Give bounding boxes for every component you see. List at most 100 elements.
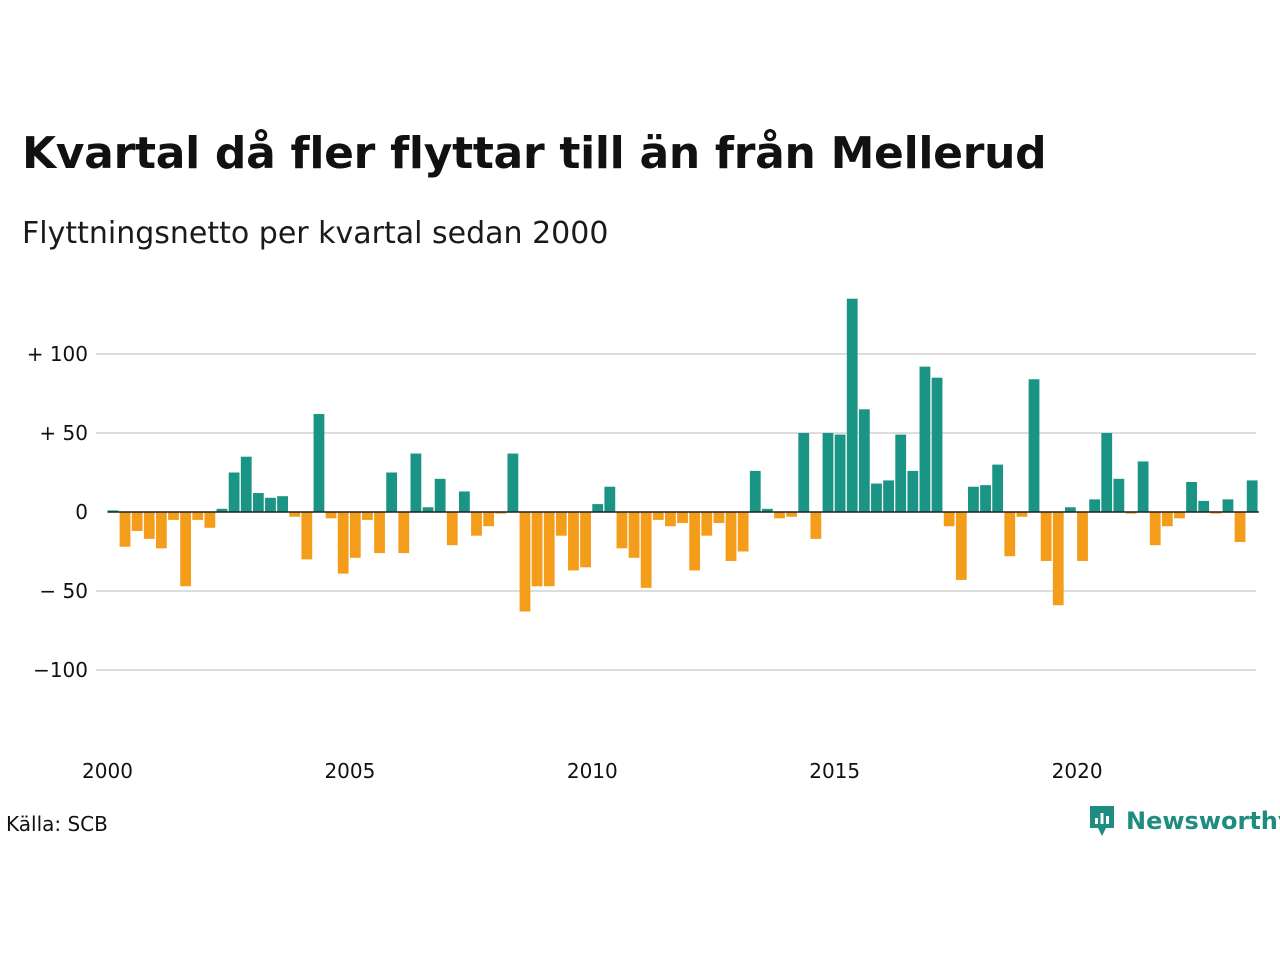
- bar: [543, 512, 555, 587]
- bar: [592, 504, 604, 512]
- bar: [192, 512, 204, 520]
- bar: [1077, 512, 1088, 561]
- bar: [531, 512, 543, 587]
- bar: [507, 453, 519, 512]
- bar: [265, 497, 276, 512]
- y-tick-label: + 50: [39, 421, 88, 445]
- bar: [943, 512, 955, 527]
- bar: [131, 512, 143, 531]
- source-note: Källa: SCB: [6, 812, 108, 836]
- bar: [665, 512, 676, 527]
- bar: [107, 510, 119, 512]
- bar: [1101, 433, 1113, 512]
- bar: [119, 512, 131, 547]
- bar: [458, 491, 470, 512]
- bar: [628, 512, 640, 558]
- bar: [204, 512, 216, 528]
- bar: [1113, 478, 1125, 512]
- bar: [1174, 512, 1185, 519]
- bar: [774, 512, 785, 519]
- bar: [471, 512, 482, 536]
- bar: [798, 433, 810, 512]
- bar: [1004, 512, 1016, 557]
- bar: [289, 512, 301, 517]
- bar: [277, 496, 288, 512]
- bar: [240, 456, 252, 512]
- bar: [422, 507, 434, 512]
- bar: [519, 512, 531, 612]
- bar: [1137, 461, 1149, 512]
- bar: [1064, 507, 1076, 512]
- bar: [434, 478, 446, 512]
- bar: [955, 512, 967, 580]
- bar: [410, 453, 422, 512]
- y-axis-labels: + 100 + 50 0 − 50 −100: [27, 342, 88, 682]
- bar: [1125, 512, 1137, 514]
- x-tick-label: 2020: [1052, 759, 1103, 783]
- bar: [143, 512, 155, 539]
- bar: [822, 433, 834, 512]
- bar: [228, 472, 240, 512]
- bar: [555, 512, 567, 536]
- bar: [483, 512, 495, 527]
- bar: [689, 512, 701, 571]
- bar: [398, 512, 410, 554]
- bar: [1161, 512, 1173, 527]
- bar: [810, 512, 822, 539]
- x-tick-label: 2015: [809, 759, 860, 783]
- bar: [362, 512, 373, 520]
- bar: [652, 512, 664, 520]
- x-tick-label: 2010: [567, 759, 618, 783]
- x-axis-labels: 2000 2005 2010 2015 2020: [82, 759, 1103, 783]
- bar: [895, 434, 907, 512]
- bar: [1016, 512, 1028, 517]
- bar: [1040, 512, 1052, 561]
- bar: [1234, 512, 1246, 543]
- bar: [1186, 481, 1197, 512]
- bar-chart: + 100 + 50 0 − 50 −100 2000 2005 2010 2015 2020: [27, 298, 1259, 783]
- bar: [568, 512, 579, 571]
- bar: [968, 486, 979, 512]
- y-tick-label: + 100: [27, 342, 88, 366]
- bar: [1089, 499, 1101, 512]
- brand-logo[interactable]: Newsworthy: [1088, 804, 1280, 838]
- bar: [834, 434, 846, 512]
- bar: [883, 480, 894, 512]
- bar: [252, 493, 264, 512]
- bar: [1210, 512, 1222, 514]
- bar: [446, 512, 458, 546]
- bars: [107, 298, 1258, 612]
- bar: [1222, 499, 1234, 512]
- chart-subtitle: Flyttningsnetto per kvartal sedan 2000: [22, 216, 609, 251]
- bar: [871, 483, 882, 512]
- bar: [580, 512, 591, 568]
- bar: [1149, 512, 1161, 546]
- bar: [1052, 512, 1064, 606]
- bar: [749, 470, 761, 512]
- x-tick-label: 2005: [324, 759, 375, 783]
- bar: [337, 512, 349, 574]
- bar: [604, 486, 616, 512]
- bar: [786, 512, 798, 517]
- bar: [919, 366, 931, 512]
- y-tick-label: −100: [33, 658, 88, 682]
- chart-title: Kvartal då fler flyttar till än från Mel…: [22, 128, 1047, 179]
- bar: [325, 512, 337, 519]
- bar: [616, 512, 628, 549]
- bar: [313, 414, 325, 512]
- bar: [1246, 480, 1258, 512]
- bar: [301, 512, 313, 560]
- bar: [713, 512, 725, 524]
- newsworthy-logo-icon: [1090, 806, 1114, 836]
- y-tick-label: 0: [75, 500, 88, 524]
- bar: [374, 512, 385, 554]
- bar: [992, 464, 1004, 512]
- bar: [907, 470, 919, 512]
- bar: [640, 512, 652, 588]
- bar: [216, 508, 228, 512]
- bar: [168, 512, 179, 520]
- bar: [180, 512, 192, 587]
- bar: [931, 377, 943, 512]
- bar: [846, 298, 858, 512]
- brand-name: Newsworthy: [1126, 807, 1280, 835]
